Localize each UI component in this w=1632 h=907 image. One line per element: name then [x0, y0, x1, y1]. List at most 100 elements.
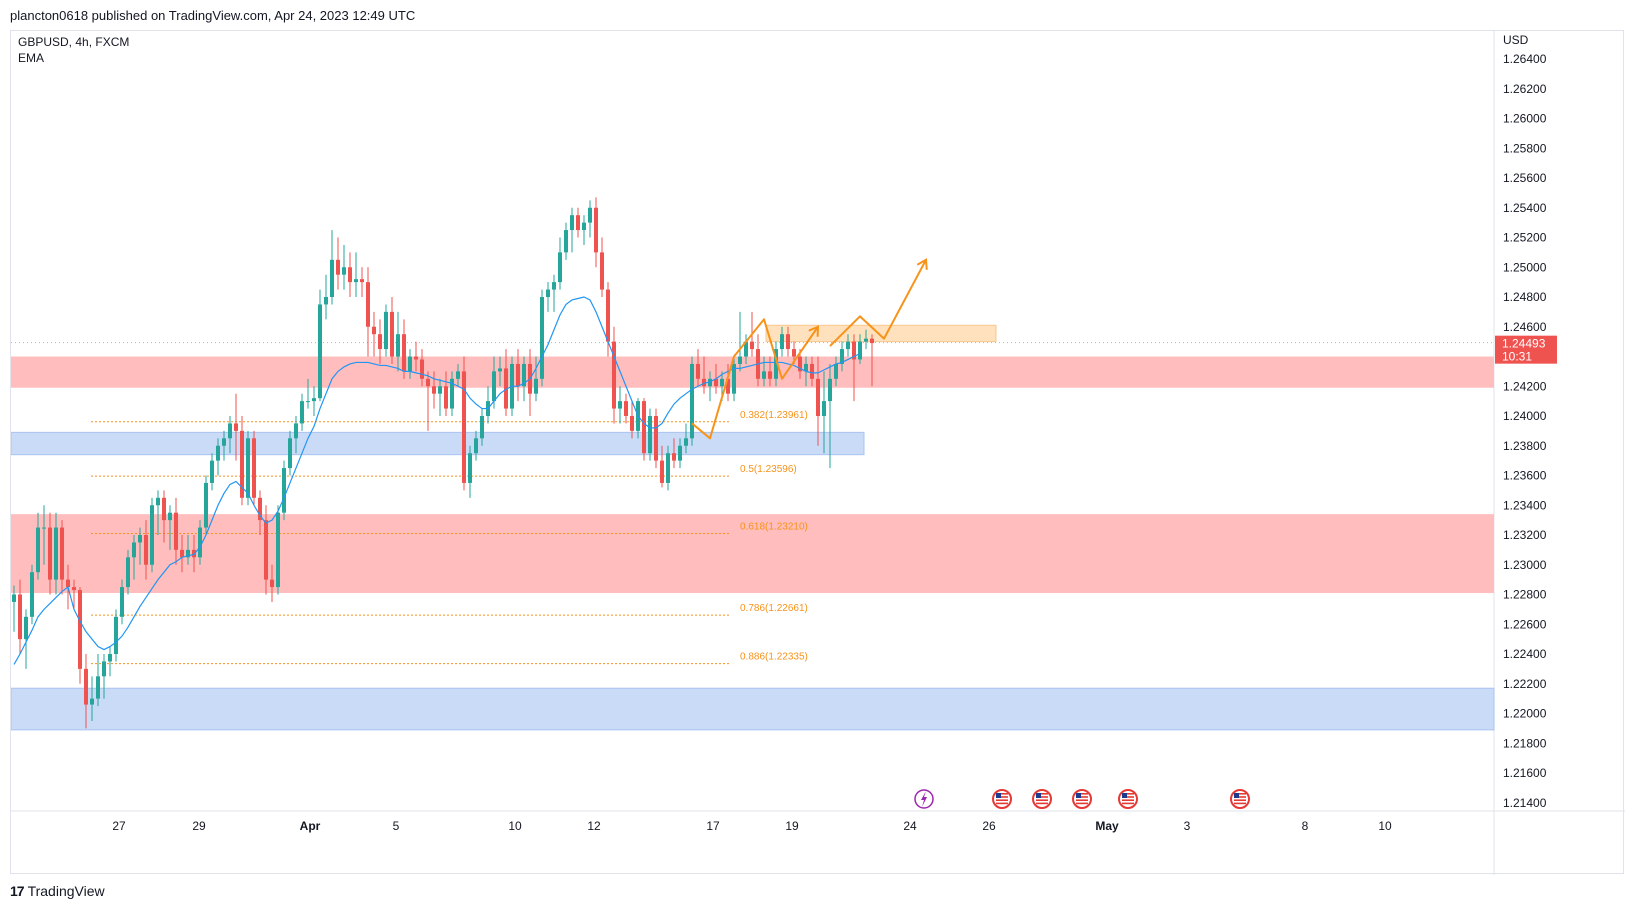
- candle-body: [684, 438, 688, 446]
- candle-body: [240, 430, 244, 498]
- fib-level-label: 0.382(1.23961): [740, 410, 808, 421]
- candle-body: [678, 445, 682, 461]
- lightning-icon[interactable]: [914, 789, 934, 809]
- candle-body: [534, 378, 538, 394]
- candle-body: [378, 334, 382, 350]
- candle-body: [474, 438, 478, 454]
- candle-body: [432, 386, 436, 394]
- candle-body: [270, 579, 274, 588]
- tradingview-name: TradingView: [27, 883, 105, 899]
- candle-body: [120, 587, 124, 617]
- candle-body: [552, 282, 556, 290]
- candle-body: [732, 363, 736, 394]
- candle-body: [702, 378, 706, 387]
- candle-body: [444, 386, 448, 409]
- candle-body: [210, 460, 214, 483]
- candle-body: [126, 557, 130, 588]
- fib-level-label: 0.886(1.22335): [740, 652, 808, 663]
- candle-body: [504, 368, 508, 409]
- candle-body: [54, 527, 58, 580]
- candle-body: [450, 378, 454, 409]
- candle-body: [300, 401, 304, 424]
- projection-path: [691, 318, 819, 440]
- currency-label: USD: [1503, 33, 1529, 47]
- candle-body: [294, 423, 298, 439]
- y-tick-label: 1.22800: [1503, 588, 1547, 602]
- y-tick-label: 1.23000: [1503, 558, 1547, 572]
- candle-body: [186, 549, 190, 558]
- projection-arrowhead: [916, 258, 928, 270]
- candle-body: [768, 371, 772, 379]
- x-tick-label: 5: [393, 819, 400, 833]
- bar-countdown: 10:31: [1502, 350, 1532, 364]
- zone-support: [10, 687, 1495, 731]
- candle-body: [18, 594, 22, 640]
- candle-body: [42, 527, 46, 529]
- candle-body: [348, 267, 352, 283]
- ema-line: [13, 296, 861, 665]
- candle-body: [138, 535, 142, 543]
- x-tick-label: 19: [785, 819, 799, 833]
- candle-body: [762, 371, 766, 379]
- y-tick-label: 1.24600: [1503, 320, 1547, 334]
- tradingview-logo[interactable]: 17 TradingView: [10, 883, 105, 899]
- candle-body: [648, 416, 652, 454]
- candle-body: [342, 267, 346, 275]
- zone-resistance: [11, 514, 1494, 594]
- candle-body: [690, 363, 694, 439]
- y-tick-label: 1.24000: [1503, 409, 1547, 423]
- candle-body: [750, 341, 754, 350]
- candle-body: [786, 334, 790, 350]
- candle-body: [156, 497, 160, 506]
- candle-body: [372, 326, 376, 335]
- candle-body: [516, 363, 520, 387]
- candle-body: [324, 297, 328, 305]
- candle-body: [480, 416, 484, 439]
- y-tick-label: 1.21800: [1503, 736, 1547, 750]
- candle-body: [744, 341, 748, 357]
- candle-body: [864, 338, 868, 342]
- us-flag-icon[interactable]: [1230, 789, 1250, 809]
- candle-body: [78, 590, 82, 669]
- symbol-label: GBPUSD, 4h, FXCM: [18, 35, 129, 49]
- chart-svg[interactable]: 0.382(1.23961) 0.5(1.23596) 0.618(1.23210)…: [10, 31, 1625, 875]
- y-tick-label: 1.25400: [1503, 201, 1547, 215]
- candle-body: [624, 401, 628, 416]
- x-tick-label: 10: [1378, 819, 1392, 833]
- candle-body: [774, 349, 778, 379]
- candle-body: [822, 401, 826, 416]
- candle-body: [24, 616, 28, 640]
- us-flag-icon[interactable]: [992, 789, 1012, 809]
- candle-body: [558, 252, 562, 283]
- candle-body: [90, 698, 94, 705]
- x-tick-label: May: [1095, 819, 1119, 833]
- indicator-label: EMA: [18, 51, 44, 65]
- y-tick-label: 1.25000: [1503, 260, 1547, 274]
- y-tick-label: 1.25600: [1503, 171, 1547, 185]
- candle-body: [654, 416, 658, 461]
- candle-body: [252, 438, 256, 498]
- candle-body: [726, 378, 730, 394]
- candle-body: [414, 356, 418, 360]
- candle-body: [426, 378, 430, 387]
- candle-body: [870, 338, 874, 344]
- x-tick-label: 27: [112, 819, 126, 833]
- candle-body: [642, 401, 646, 454]
- candle-body: [168, 512, 172, 521]
- chart-frame: 0.382(1.23961) 0.5(1.23596) 0.618(1.23210)…: [10, 30, 1625, 875]
- candle-body: [48, 527, 52, 580]
- candle-body: [846, 341, 850, 350]
- last-price-tag: [1495, 335, 1557, 364]
- y-tick-label: 1.24800: [1503, 290, 1547, 304]
- candle-body: [672, 453, 676, 461]
- candle-body: [402, 334, 406, 372]
- us-flag-icon[interactable]: [1118, 789, 1138, 809]
- candle-body: [582, 222, 586, 231]
- us-flag-icon[interactable]: [1032, 789, 1052, 809]
- candle-body: [810, 363, 814, 379]
- us-flag-icon[interactable]: [1072, 789, 1092, 809]
- candle-body: [330, 259, 334, 297]
- candle-body: [144, 535, 148, 565]
- candle-body: [804, 363, 808, 372]
- candle-body: [840, 349, 844, 364]
